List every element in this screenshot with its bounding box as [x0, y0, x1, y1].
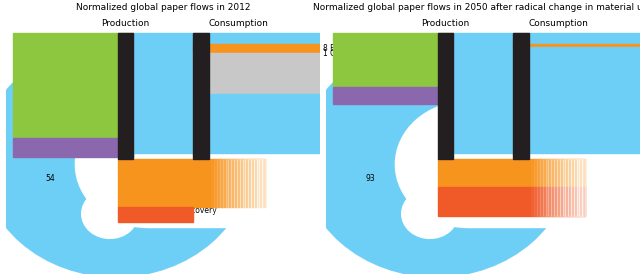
Bar	[193, 55, 320, 94]
Bar	[438, 33, 453, 159]
Bar	[193, 33, 209, 159]
Bar	[571, 159, 574, 216]
Bar	[438, 159, 585, 187]
Circle shape	[76, 101, 220, 227]
Bar	[513, 44, 640, 47]
Bar	[214, 159, 217, 222]
Bar	[577, 159, 579, 216]
Bar	[579, 159, 582, 216]
Bar	[540, 159, 543, 216]
Text: Production: Production	[102, 19, 150, 28]
Bar	[148, 101, 320, 227]
Circle shape	[301, 41, 571, 274]
Text: 49 Recycling: 49 Recycling	[215, 119, 264, 129]
Bar	[557, 159, 560, 216]
Bar	[529, 159, 531, 216]
Bar	[543, 159, 546, 216]
Bar	[234, 159, 237, 222]
Bar	[534, 159, 537, 216]
Bar	[563, 159, 565, 216]
Bar	[13, 138, 133, 157]
Circle shape	[396, 101, 540, 227]
Text: Consumption: Consumption	[529, 19, 588, 28]
Bar	[438, 187, 585, 216]
Text: 87 Virgin fibres: 87 Virgin fibres	[24, 81, 83, 90]
Bar	[217, 159, 220, 222]
Bar	[582, 159, 585, 216]
Text: 54: 54	[45, 174, 55, 182]
Bar	[546, 159, 548, 216]
Bar	[568, 159, 571, 216]
Text: 45 Virgin fibres: 45 Virgin fibres	[344, 56, 403, 64]
Bar	[209, 159, 211, 222]
Text: 33 Disposal: 33 Disposal	[215, 70, 260, 79]
Bar	[240, 159, 243, 222]
Bar	[228, 159, 231, 222]
Text: 16 Non-fibrous: 16 Non-fibrous	[25, 143, 82, 152]
Bar	[467, 101, 640, 227]
Bar	[333, 33, 453, 87]
Bar	[118, 159, 265, 207]
Bar	[237, 159, 240, 222]
Bar	[248, 159, 251, 222]
Text: 6 Other recovery: 6 Other recovery	[152, 206, 217, 215]
Text: 14 Non-fibrous: 14 Non-fibrous	[345, 91, 402, 100]
Text: 23 Energy recovery
(at mill): 23 Energy recovery (at mill)	[460, 163, 534, 182]
Bar	[13, 33, 133, 138]
Bar	[259, 159, 262, 222]
Bar	[133, 33, 193, 153]
Bar	[243, 159, 245, 222]
Bar	[193, 94, 320, 153]
Bar	[513, 47, 640, 153]
Bar	[193, 53, 320, 55]
Bar	[554, 159, 557, 216]
Text: Normalized global paper flows in 2012: Normalized global paper flows in 2012	[76, 3, 250, 12]
Circle shape	[402, 189, 458, 238]
Bar	[531, 159, 534, 216]
Bar	[257, 159, 259, 222]
Bar	[118, 207, 193, 214]
Bar	[574, 159, 577, 216]
Text: 100 Paper: 100 Paper	[140, 89, 179, 98]
Text: Normalized global paper flows in 2050 after radical change in material use: Normalized global paper flows in 2050 af…	[313, 3, 640, 12]
Text: 93: 93	[365, 174, 375, 182]
Circle shape	[0, 41, 251, 274]
Bar	[118, 214, 193, 222]
Bar	[118, 33, 133, 159]
Bar	[513, 33, 529, 159]
Bar	[226, 159, 228, 222]
Text: 88 Recycling: 88 Recycling	[535, 96, 584, 105]
Bar	[560, 159, 563, 216]
Bar	[565, 159, 568, 216]
Text: 6 Disposal: 6 Disposal	[152, 213, 192, 222]
Bar	[254, 159, 257, 222]
Text: Consumption: Consumption	[209, 19, 268, 28]
Bar	[245, 159, 248, 222]
Text: 100 Paper: 100 Paper	[460, 89, 499, 98]
Bar	[251, 159, 254, 222]
Bar	[548, 159, 551, 216]
Bar	[262, 159, 265, 222]
Bar	[223, 159, 226, 222]
Bar	[211, 159, 214, 222]
Text: 9 Long-term use: 9 Long-term use	[215, 34, 278, 43]
Text: 40 Energy recovery
(at mill): 40 Energy recovery (at mill)	[140, 173, 214, 193]
Bar	[333, 87, 453, 104]
Circle shape	[82, 189, 138, 238]
Text: 1 Other recovery: 1 Other recovery	[323, 50, 388, 58]
Bar	[551, 159, 554, 216]
Bar	[513, 33, 640, 44]
Text: 8 Energy recovery: 8 Energy recovery	[323, 44, 393, 53]
Bar	[231, 159, 234, 222]
Text: 9 Long-term use: 9 Long-term use	[535, 34, 598, 43]
Text: 24 Other recovery: 24 Other recovery	[460, 197, 529, 206]
Bar	[453, 33, 513, 153]
Bar	[193, 33, 320, 44]
Text: Production: Production	[422, 19, 470, 28]
Bar	[220, 159, 223, 222]
Bar	[537, 159, 540, 216]
Bar	[193, 44, 320, 53]
